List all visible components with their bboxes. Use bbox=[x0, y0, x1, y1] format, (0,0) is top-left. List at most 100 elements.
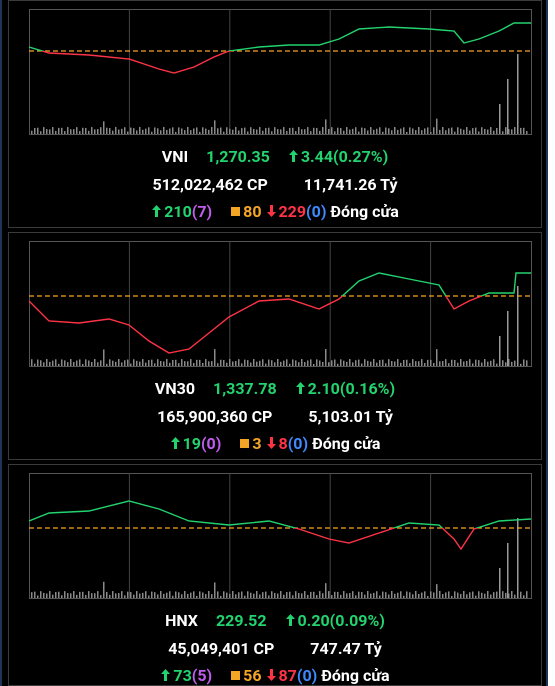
volume-bar bbox=[82, 127, 84, 134]
volume-bar bbox=[451, 127, 453, 134]
volume-bar bbox=[106, 363, 108, 366]
volume-bar bbox=[163, 361, 165, 366]
volume-bar bbox=[154, 592, 156, 598]
volume-bar bbox=[151, 131, 153, 134]
intraday-chart bbox=[29, 241, 532, 367]
volume-bar bbox=[220, 127, 222, 134]
volume-bar bbox=[373, 129, 375, 134]
volume-bar bbox=[331, 127, 333, 134]
volume-bar bbox=[238, 130, 240, 134]
volume-bar bbox=[490, 360, 492, 366]
volume-bar bbox=[457, 127, 459, 134]
volume-bar bbox=[229, 359, 231, 366]
volume-bar bbox=[199, 359, 201, 366]
text: 0.20(0.09%) bbox=[297, 611, 385, 630]
volume-bar bbox=[370, 361, 372, 366]
text: Tỷ bbox=[364, 639, 382, 658]
volume-bar bbox=[124, 595, 126, 598]
index-panel[interactable]: HNX 229.52 0.20(0.09%) 45,049,401 CP 747.47 … bbox=[8, 464, 542, 686]
index-panel[interactable]: VN30 1,337.78 2.10(0.16%) 165,900,360 CP 5,1… bbox=[8, 232, 542, 460]
volume-bar bbox=[121, 362, 123, 366]
volume-bar bbox=[79, 131, 81, 134]
volume-bar bbox=[454, 131, 456, 134]
volume-bar bbox=[403, 595, 405, 598]
volume-bar bbox=[517, 286, 519, 366]
volume-bar bbox=[163, 127, 165, 134]
volume-bar bbox=[421, 130, 423, 134]
volume-bar bbox=[463, 361, 465, 366]
volume-bar bbox=[265, 591, 267, 598]
text: 11,741.26 bbox=[303, 175, 377, 194]
volume-bar bbox=[169, 128, 171, 134]
volume-bar bbox=[454, 591, 456, 598]
volume-bar bbox=[430, 591, 432, 598]
arrow bbox=[266, 205, 276, 217]
volume-bar bbox=[301, 129, 303, 134]
volume-bar bbox=[184, 361, 186, 366]
volume-bar bbox=[94, 593, 96, 598]
volume-bar bbox=[145, 591, 147, 598]
volume-bar bbox=[304, 591, 306, 598]
arrow bbox=[152, 205, 162, 217]
volume-bar bbox=[46, 593, 48, 598]
volume-bar bbox=[97, 591, 99, 598]
volume-bar bbox=[526, 131, 528, 134]
volume-bar bbox=[340, 128, 342, 134]
volume-bar bbox=[43, 362, 45, 366]
volume-bar bbox=[385, 363, 387, 366]
text: Tỷ bbox=[375, 407, 393, 426]
volume-bar bbox=[397, 359, 399, 366]
volume-bar bbox=[259, 594, 261, 598]
volume-bar bbox=[31, 359, 33, 366]
volume-bar bbox=[40, 591, 42, 598]
volume-bar bbox=[91, 361, 93, 366]
volume-bar bbox=[202, 127, 204, 134]
volume-bar bbox=[361, 363, 363, 366]
price-line-down bbox=[29, 296, 484, 354]
volume-bar bbox=[343, 130, 345, 134]
volume-bar bbox=[514, 127, 516, 134]
volume-bar bbox=[466, 360, 468, 366]
volume-bar bbox=[526, 360, 528, 366]
volume-bar bbox=[507, 311, 509, 366]
volume-bar bbox=[283, 360, 285, 366]
index-panel[interactable]: VNI 1,270.35 3.44(0.27%) 512,022,462 CP 11,7… bbox=[8, 0, 542, 228]
volume-bar bbox=[415, 361, 417, 366]
text: 19 bbox=[182, 434, 201, 453]
volume-bar bbox=[424, 591, 426, 598]
volume-bar bbox=[49, 129, 51, 134]
frame bbox=[29, 9, 532, 135]
volume-bar bbox=[481, 592, 483, 598]
volume-bar bbox=[493, 130, 495, 134]
volume-bar bbox=[46, 129, 48, 134]
volume-bar bbox=[307, 127, 309, 134]
volume-bar bbox=[292, 127, 294, 134]
intraday-chart bbox=[29, 9, 532, 135]
volume-bar bbox=[469, 359, 471, 366]
volume-bar bbox=[85, 127, 87, 134]
info-row: 512,022,462 CP 11,741.26 Tỷ bbox=[9, 175, 541, 194]
intraday-chart bbox=[29, 473, 532, 599]
volume-bar bbox=[265, 128, 267, 134]
volume-bar bbox=[373, 359, 375, 366]
price-line-down bbox=[292, 528, 480, 551]
volume-bar bbox=[127, 591, 129, 598]
volume-bar bbox=[496, 591, 498, 598]
volume-bar bbox=[70, 129, 72, 134]
volume-bar bbox=[499, 568, 501, 598]
volume-bar bbox=[481, 127, 483, 134]
volume-bar bbox=[43, 127, 45, 134]
volume-bar bbox=[40, 131, 42, 134]
volume-bar bbox=[289, 127, 291, 134]
volume-bar bbox=[373, 592, 375, 598]
volume-bar bbox=[73, 591, 75, 598]
volume-bar bbox=[376, 128, 378, 134]
volume-bar bbox=[322, 593, 324, 598]
volume-bar bbox=[106, 591, 108, 598]
text: VNI bbox=[161, 147, 189, 166]
volume-bar bbox=[340, 359, 342, 366]
volume-bar bbox=[130, 127, 132, 134]
volume-bar bbox=[337, 591, 339, 598]
volume-bar bbox=[115, 361, 117, 366]
volume-bar bbox=[319, 360, 321, 366]
